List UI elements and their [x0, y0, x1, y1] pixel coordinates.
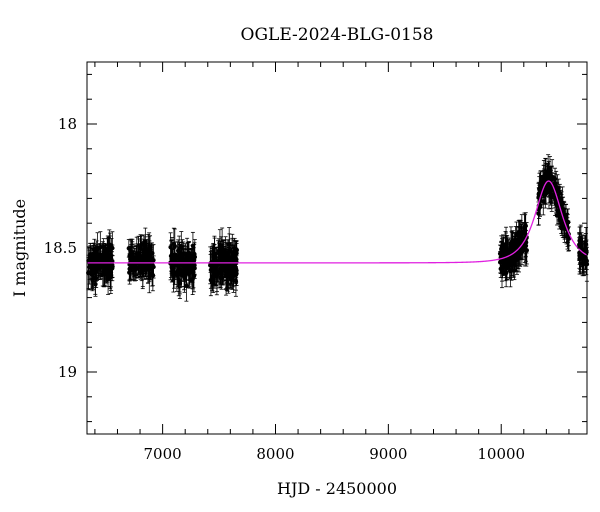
data-point: [503, 246, 508, 251]
data-point: [503, 262, 508, 268]
data-point: [234, 259, 239, 265]
data-point: [98, 264, 104, 269]
data-point: [577, 252, 583, 258]
x-tick-label: 7000: [144, 445, 182, 463]
data-point: [95, 252, 101, 257]
data-point: [135, 252, 140, 257]
data-point: [543, 175, 549, 180]
data-point: [137, 258, 143, 263]
x-axis-label: HJD - 2450000: [277, 479, 397, 498]
data-point: [94, 265, 100, 270]
data-point: [221, 247, 227, 252]
data-point: [147, 276, 152, 281]
data-point: [128, 254, 134, 259]
data-point: [184, 283, 189, 289]
data-point: [143, 257, 148, 263]
data-point: [584, 257, 589, 263]
y-axis: 18 18.5 19: [44, 73, 587, 423]
data-point: [190, 243, 196, 248]
data-point: [171, 272, 176, 277]
data-point: [182, 270, 187, 276]
data-point: [499, 269, 505, 274]
x-tick-label: 9000: [369, 445, 407, 463]
data-point: [581, 261, 586, 266]
x-tick-label: 8000: [256, 445, 294, 463]
data-point: [169, 252, 175, 257]
data-point: [499, 246, 504, 252]
y-tick-label: 18.5: [44, 239, 77, 257]
data-point: [507, 260, 513, 265]
data-point: [98, 255, 103, 261]
data-point: [548, 185, 554, 191]
data-point: [212, 269, 218, 275]
data-points: [86, 154, 590, 302]
data-point: [513, 254, 518, 259]
data-point: [183, 251, 188, 257]
data-point: [177, 249, 182, 254]
data-point: [516, 233, 521, 238]
data-point: [88, 253, 93, 259]
data-point: [102, 255, 108, 261]
data-point: [176, 264, 181, 269]
data-point: [108, 275, 114, 280]
y-axis-label: I magnitude: [10, 199, 29, 297]
y-tick-label: 19: [58, 363, 77, 381]
plot-area: [86, 154, 590, 302]
y-tick-label: 18: [58, 115, 77, 133]
model-curve: [87, 180, 588, 264]
data-point: [219, 251, 225, 256]
data-point: [536, 211, 541, 216]
data-point: [212, 264, 217, 269]
data-point: [92, 258, 98, 264]
data-point: [537, 186, 542, 191]
data-point: [543, 192, 548, 198]
data-point: [101, 269, 106, 275]
data-point: [189, 254, 195, 260]
x-tick-label: 10000: [477, 445, 525, 463]
x-axis: 7000 8000 9000 10000: [94, 62, 570, 463]
data-point: [181, 274, 187, 279]
data-point: [107, 269, 113, 274]
data-point: [150, 272, 155, 278]
chart-title: OGLE-2024-BLG-0158: [241, 25, 434, 45]
data-point: [186, 267, 191, 273]
data-point: [233, 272, 239, 278]
data-point: [151, 257, 156, 263]
data-point: [229, 255, 235, 261]
data-point: [107, 242, 113, 247]
data-point: [210, 274, 215, 279]
